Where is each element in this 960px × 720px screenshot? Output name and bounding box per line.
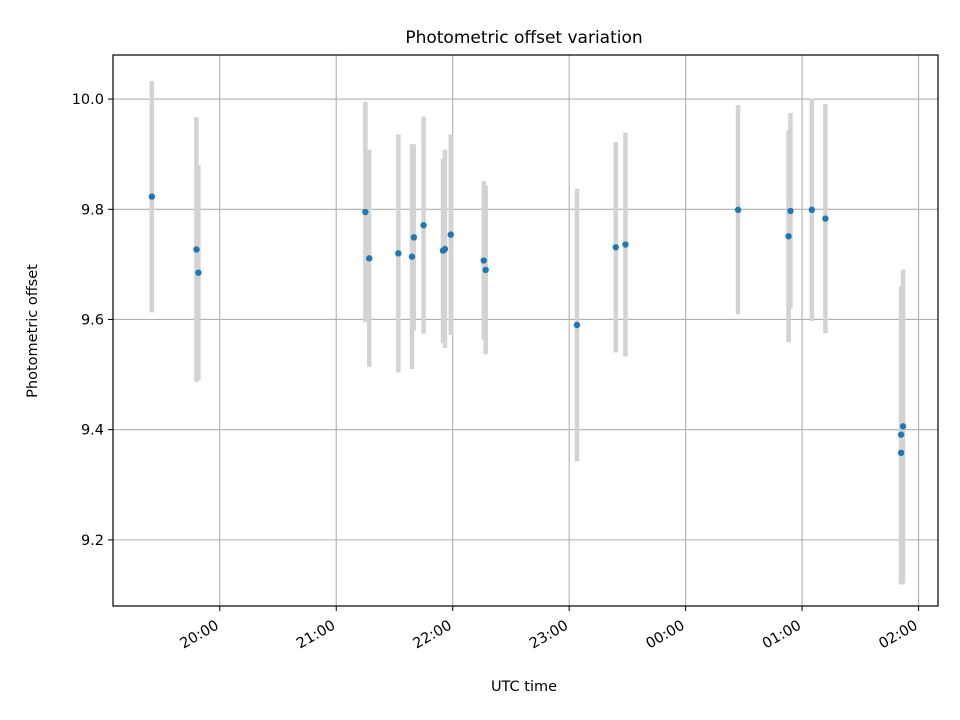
- data-point: [395, 250, 402, 257]
- y-tick-label: 9.8: [81, 202, 104, 218]
- x-tick-label: 00:00: [643, 618, 687, 653]
- data-point: [734, 206, 742, 214]
- data-point: [362, 208, 369, 216]
- data-point: [408, 253, 416, 260]
- x-tick-label: 20:00: [178, 618, 222, 653]
- data-point: [410, 234, 418, 241]
- y-axis-label: Photometric offset: [25, 264, 41, 398]
- y-tick-label: 9.6: [81, 312, 104, 328]
- x-tick-label: 01:00: [760, 618, 804, 653]
- data-point: [148, 193, 156, 200]
- x-axis-ticks: 20:00 21:00 22:00 23:00 00:00 01:00 02:00: [178, 606, 921, 652]
- y-tick-label: 9.4: [81, 423, 104, 439]
- data-point: [785, 233, 792, 240]
- data-point: [441, 245, 449, 253]
- data-point: [612, 244, 619, 251]
- data-point: [447, 231, 454, 238]
- data-point: [195, 269, 202, 276]
- data-point: [899, 423, 907, 430]
- y-tick-label: 9.2: [81, 533, 104, 549]
- data-point: [480, 257, 487, 264]
- x-axis-label: UTC time: [491, 679, 557, 695]
- data-point: [366, 255, 373, 262]
- y-tick-label: 10.0: [72, 92, 104, 108]
- x-tick-label: 02:00: [876, 618, 920, 653]
- data-point: [787, 207, 794, 215]
- x-tick-label: 22:00: [411, 618, 455, 653]
- data-point: [897, 449, 905, 457]
- data-point: [822, 215, 829, 222]
- plot-frame: [112, 54, 939, 607]
- data-point: [897, 431, 905, 438]
- marker-series: [148, 193, 907, 457]
- x-tick-label: 23:00: [527, 618, 571, 653]
- data-point: [622, 241, 629, 248]
- data-point: [573, 321, 581, 329]
- data-point: [193, 246, 200, 253]
- y-axis-ticks: 9.2 9.4 9.6 9.8 10.0: [72, 92, 113, 549]
- chart-title: Photometric offset variation: [405, 28, 642, 48]
- errorbar-series: [149, 80, 906, 585]
- data-point: [420, 222, 427, 229]
- data-point: [482, 266, 489, 274]
- grid-lines: [113, 55, 938, 606]
- x-tick-label: 21:00: [294, 618, 338, 653]
- data-point: [808, 206, 816, 214]
